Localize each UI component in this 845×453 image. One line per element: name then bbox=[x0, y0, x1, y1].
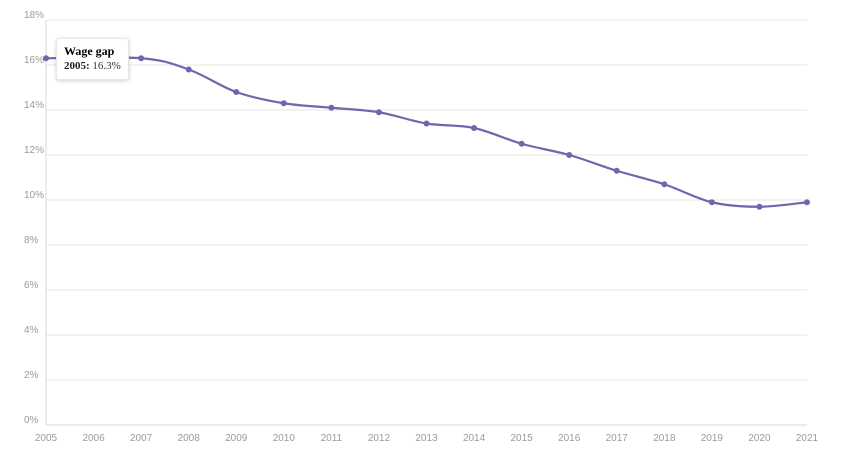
y-tick-label: 18% bbox=[24, 10, 44, 21]
data-point[interactable] bbox=[280, 100, 287, 107]
tooltip-row: 2005: 16.3% bbox=[64, 59, 121, 74]
y-tick-label: 4% bbox=[24, 325, 39, 336]
x-tick-label: 2005 bbox=[35, 433, 58, 444]
data-point[interactable] bbox=[661, 181, 668, 188]
tooltip-title: Wage gap bbox=[64, 44, 115, 58]
data-point[interactable] bbox=[756, 203, 763, 210]
y-tick-label: 14% bbox=[24, 100, 44, 111]
data-point[interactable] bbox=[43, 55, 49, 62]
series-line bbox=[45, 56, 808, 208]
data-point[interactable] bbox=[804, 199, 810, 206]
y-axis-tick-labels: 0% 2% 4% 6% 8% 10% 12% 14% 16% 18% bbox=[24, 10, 44, 426]
x-tick-label: 2007 bbox=[130, 433, 153, 444]
x-tick-label: 2012 bbox=[368, 433, 391, 444]
y-tick-label: 6% bbox=[24, 280, 39, 291]
x-tick-label: 2006 bbox=[82, 433, 105, 444]
data-point[interactable] bbox=[708, 199, 715, 206]
y-tick-label: 16% bbox=[24, 55, 44, 66]
x-tick-label: 2014 bbox=[463, 433, 486, 444]
tooltip-value: 16.3% bbox=[92, 60, 121, 72]
data-point[interactable] bbox=[613, 167, 620, 174]
data-point[interactable] bbox=[233, 89, 240, 95]
data-point[interactable] bbox=[423, 120, 430, 127]
data-point[interactable] bbox=[518, 140, 525, 147]
x-tick-label: 2010 bbox=[273, 433, 296, 444]
x-tick-label: 2011 bbox=[321, 433, 343, 444]
data-tooltip: Wage gap 2005: 16.3% bbox=[56, 38, 129, 80]
y-tick-label: 12% bbox=[24, 145, 44, 156]
series-line-layer bbox=[45, 56, 808, 208]
y-tick-label: 10% bbox=[24, 190, 44, 201]
y-tick-label: 2% bbox=[24, 370, 39, 381]
y-tick-label: 8% bbox=[24, 235, 39, 246]
x-tick-label: 2009 bbox=[225, 433, 248, 444]
x-tick-label: 2017 bbox=[606, 433, 629, 444]
x-tick-label: 2020 bbox=[748, 433, 771, 444]
x-tick-label: 2018 bbox=[653, 433, 676, 444]
x-tick-label: 2021 bbox=[796, 433, 819, 444]
x-tick-label: 2016 bbox=[558, 433, 581, 444]
gridlines bbox=[45, 19, 807, 426]
x-tick-label: 2015 bbox=[511, 433, 534, 444]
y-tick-label: 0% bbox=[24, 415, 39, 426]
data-point[interactable] bbox=[471, 125, 478, 131]
data-points bbox=[43, 55, 810, 210]
data-point[interactable] bbox=[138, 55, 145, 62]
data-point[interactable] bbox=[375, 109, 382, 116]
data-point[interactable] bbox=[185, 66, 192, 73]
tooltip-year: 2005: bbox=[64, 60, 90, 72]
x-tick-label: 2013 bbox=[415, 433, 438, 444]
data-point[interactable] bbox=[328, 104, 335, 111]
x-axis-tick-labels: 2005 2006 2007 2008 2009 2010 2011 2012 2013 2014… bbox=[35, 433, 819, 444]
data-point[interactable] bbox=[566, 152, 573, 158]
x-tick-label: 2008 bbox=[178, 433, 201, 444]
x-tick-label: 2019 bbox=[701, 433, 724, 444]
